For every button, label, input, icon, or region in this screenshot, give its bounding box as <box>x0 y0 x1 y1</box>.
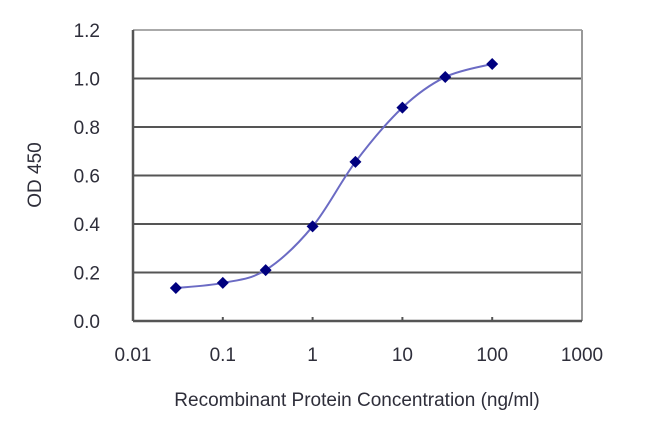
x-axis-title: Recombinant Protein Concentration (ng/ml… <box>174 390 539 411</box>
axes <box>131 29 583 323</box>
y-tick-label: 1.2 <box>74 21 100 42</box>
data-point-diamond-marker <box>216 276 229 289</box>
x-tick-label: 1000 <box>561 345 603 366</box>
y-tick-label: 0.4 <box>74 215 101 236</box>
x-tick-label: 100 <box>476 345 508 366</box>
gridlines <box>133 77 582 274</box>
x-tick-label: 0.01 <box>115 345 152 366</box>
series-line <box>175 62 493 290</box>
y-tick-label: 1.0 <box>74 70 100 91</box>
y-axis-title: OD 450 <box>25 142 46 207</box>
x-tick-label: 1 <box>307 345 318 366</box>
y-tick-label: 0.2 <box>74 264 100 285</box>
y-tick-label: 0.6 <box>74 167 100 188</box>
data-point-diamond-marker <box>349 155 362 168</box>
x-tick-labels: 0.01 0.1 1 10 100 1000 <box>115 345 604 366</box>
data-point-diamond-marker <box>486 57 499 70</box>
x-tick-label: 0.1 <box>210 345 236 366</box>
data-point-diamond-marker <box>396 101 409 114</box>
data-point-diamond-marker <box>169 282 182 295</box>
x-tick-label: 10 <box>392 345 413 366</box>
y-tick-label: 0.8 <box>74 118 100 139</box>
y-tick-label: 0.0 <box>74 312 100 333</box>
data-series <box>169 57 499 295</box>
y-tick-labels: 0.0 0.2 0.4 0.6 0.8 1.0 1.2 <box>74 21 101 333</box>
data-point-diamond-marker <box>259 264 272 277</box>
data-point-diamond-marker <box>306 220 319 233</box>
data-point-diamond-marker <box>439 71 452 84</box>
